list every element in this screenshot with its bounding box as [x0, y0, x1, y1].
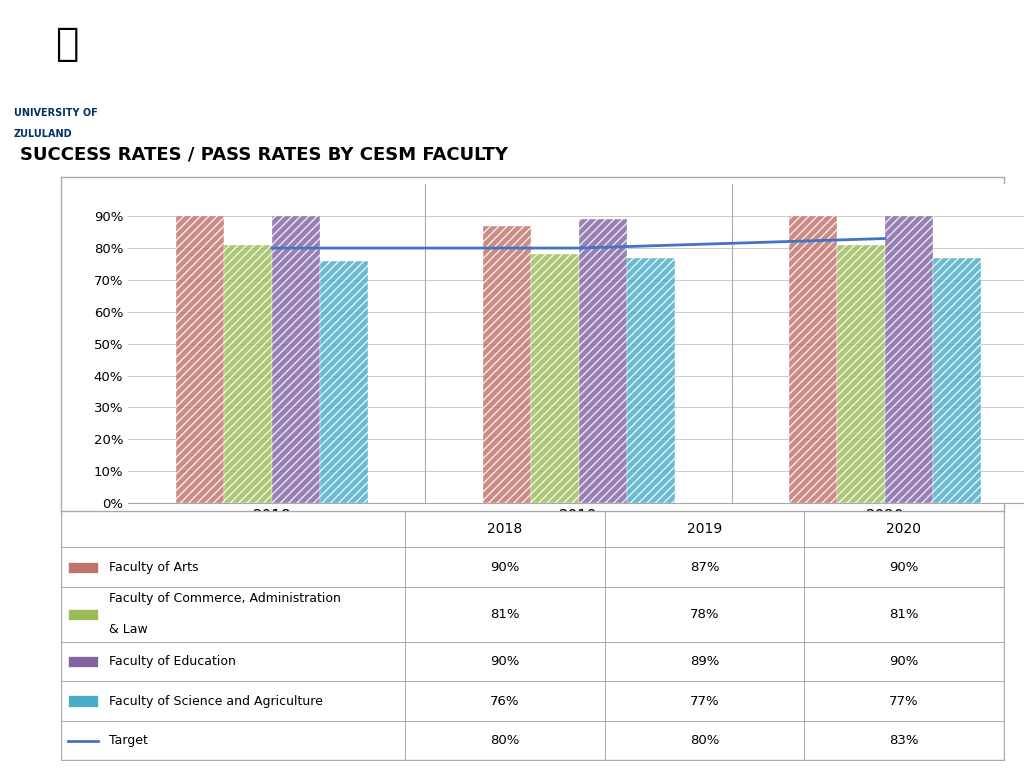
Text: Faculty of Science and Agriculture: Faculty of Science and Agriculture [110, 694, 324, 707]
Bar [790, 217, 838, 503]
Text: Faculty of Arts: Faculty of Arts [110, 561, 199, 574]
Text: 89%: 89% [690, 655, 719, 668]
Text: ZULULAND: ZULULAND [14, 128, 73, 139]
Bar [176, 217, 224, 503]
Text: 77%: 77% [889, 694, 919, 707]
Text: 90%: 90% [889, 561, 919, 574]
Bar [482, 226, 530, 503]
Bar [272, 217, 319, 503]
Text: 76%: 76% [490, 694, 520, 707]
Text: Faculty of Commerce, Administration: Faculty of Commerce, Administration [110, 592, 341, 605]
Bar [319, 261, 368, 503]
Text: Faculty of Education: Faculty of Education [110, 655, 237, 668]
Bar [68, 561, 98, 573]
Text: 78%: 78% [689, 607, 719, 621]
Text: 90%: 90% [889, 655, 919, 668]
Text: 87%: 87% [689, 561, 719, 574]
Text: 🏛: 🏛 [55, 25, 79, 63]
Text: 2018: 2018 [487, 522, 522, 536]
Text: 80%: 80% [490, 734, 520, 747]
Text: 2020: 2020 [887, 522, 922, 536]
Bar [68, 656, 98, 667]
Text: 83%: 83% [889, 734, 919, 747]
Text: & Law: & Law [110, 624, 148, 636]
Bar [885, 217, 933, 503]
Bar [838, 245, 885, 503]
Text: 81%: 81% [889, 607, 919, 621]
Bar [68, 609, 98, 620]
Text: 77%: 77% [689, 694, 719, 707]
Text: ENROLMENT AND SUCCESS STATISTICS (Continued): ENROLMENT AND SUCCESS STATISTICS (Contin… [151, 40, 833, 64]
Text: 81%: 81% [490, 607, 520, 621]
Text: UNIVERSITY OF: UNIVERSITY OF [14, 108, 98, 118]
Bar [627, 257, 675, 503]
Text: 90%: 90% [490, 655, 520, 668]
Bar [68, 696, 98, 707]
Bar [530, 254, 579, 503]
Bar [933, 257, 981, 503]
Bar [579, 220, 627, 503]
Text: 80%: 80% [690, 734, 719, 747]
Text: 90%: 90% [490, 561, 520, 574]
Text: SUCCESS RATES / PASS RATES BY CESM FACULTY: SUCCESS RATES / PASS RATES BY CESM FACUL… [20, 145, 508, 164]
Bar [224, 245, 272, 503]
Text: 2019: 2019 [687, 522, 722, 536]
Text: Target: Target [110, 734, 148, 747]
